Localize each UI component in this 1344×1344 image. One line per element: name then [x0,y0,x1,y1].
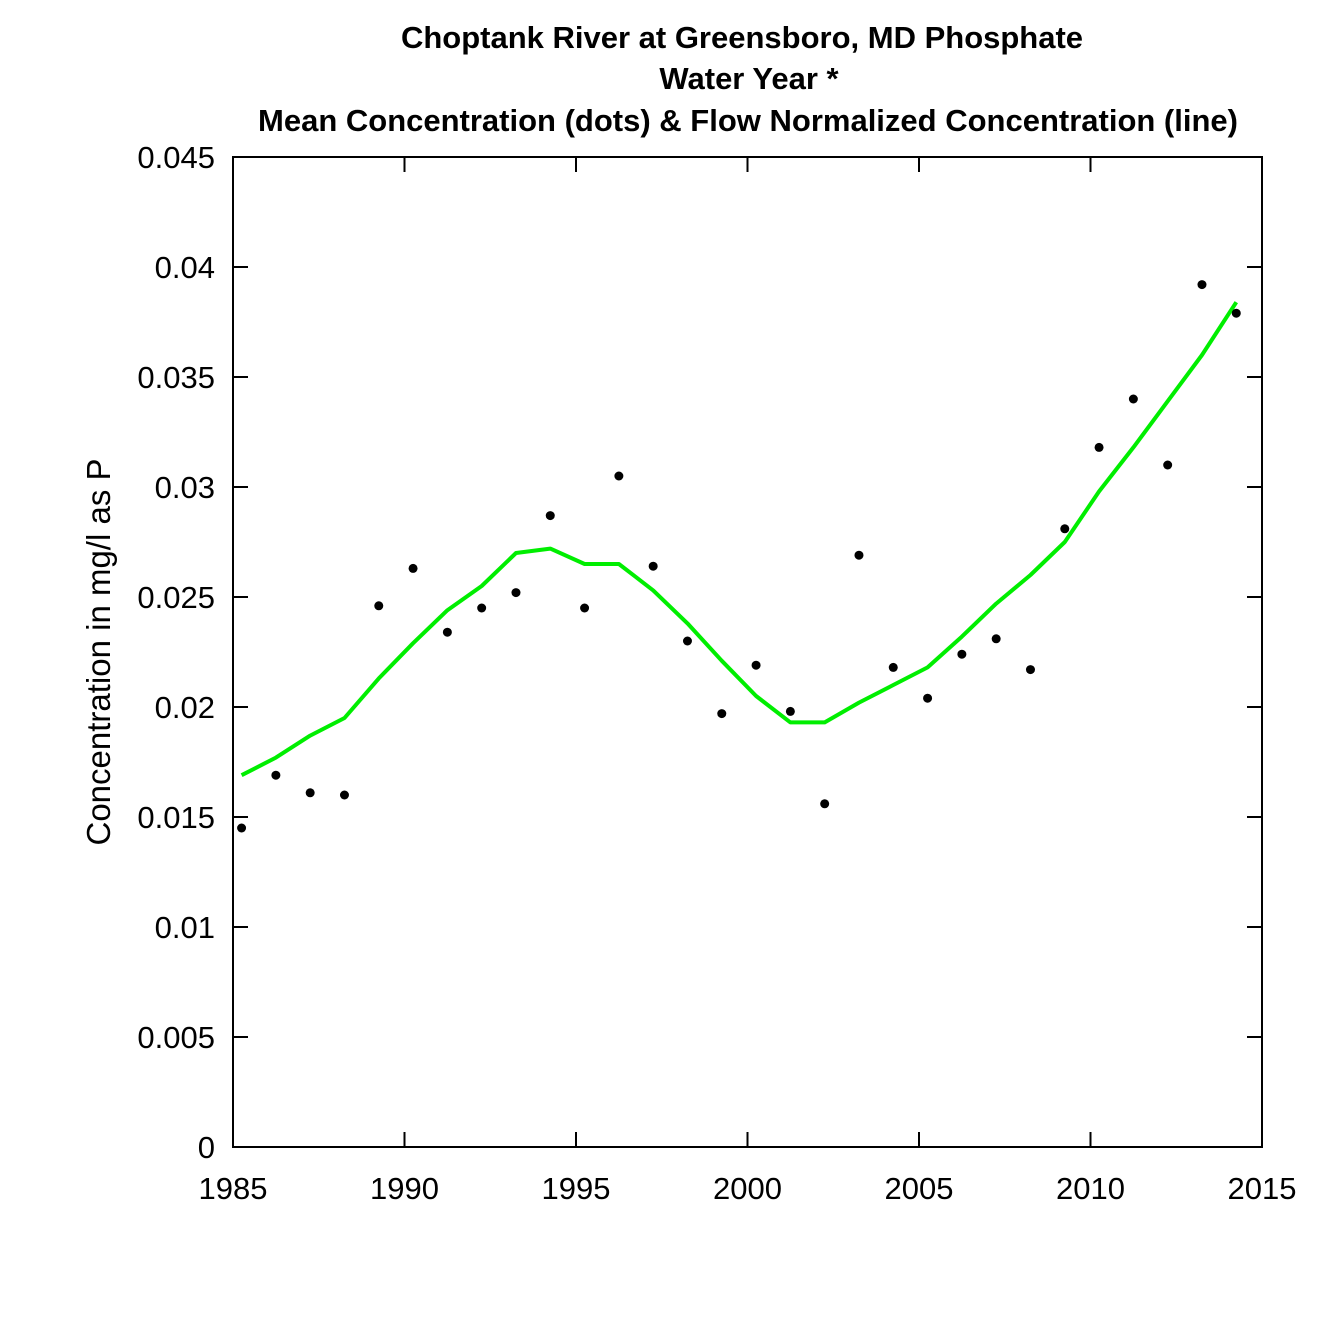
data-point [888,662,898,672]
data-point [1025,665,1035,675]
data-point [820,799,830,809]
data-point [305,788,315,798]
y-tick-label: 0.04 [155,250,215,285]
x-axis: 1985 1990 1995 2000 2005 2010 2015 [199,157,1297,1206]
data-point [991,634,1001,644]
chart-subtitle-2: Mean Concentration (dots) & Flow Normali… [258,103,1238,138]
data-point [648,561,658,571]
data-point [923,693,933,703]
y-tick-label: 0.03 [155,470,215,505]
x-tick-label: 2000 [713,1171,782,1206]
data-point [580,603,590,613]
data-point [957,649,967,659]
chart-subtitle: Water Year * [659,61,839,96]
data-point [271,770,281,780]
data-point [854,550,864,560]
data-point [374,601,384,611]
data-point [237,823,247,833]
y-tick-label: 0.015 [137,800,215,835]
x-tick-label: 1985 [199,1171,268,1206]
data-point [751,660,761,670]
y-axis: 0 0.005 0.01 0.015 0.02 0.025 0.03 0.035 0.04 0.0… [137,140,1262,1165]
data-point [717,709,727,719]
plot-frame [232,156,1263,1148]
data-point [1197,280,1207,290]
data-point [1163,460,1173,470]
data-point [511,588,521,598]
data-point [1094,442,1104,452]
data-point [1128,394,1138,404]
y-tick-label: 0 [198,1130,215,1165]
x-tick-label: 1990 [370,1171,439,1206]
data-point [339,790,349,800]
data-point [442,627,452,637]
y-tick-label: 0.01 [155,910,215,945]
y-tick-label: 0.005 [137,1020,215,1055]
data-point [614,471,624,481]
y-tick-label: 0.035 [137,360,215,395]
data-point [1060,524,1070,534]
data-point [1231,308,1241,318]
flow-normalized-line [240,301,1238,777]
data-point [408,563,418,573]
x-tick-label: 2005 [885,1171,954,1206]
chart-title: Choptank River at Greensboro, MD Phospha… [400,20,1084,55]
x-tick-label: 1995 [542,1171,611,1206]
x-tick-label: 2010 [1056,1171,1125,1206]
y-tick-label: 0.025 [137,580,215,615]
data-point [785,706,795,716]
data-point [477,603,487,613]
y-tick-label: 0.02 [155,690,215,725]
y-axis-title: Concentration in mg/l as P [80,458,117,845]
x-tick-label: 2015 [1228,1171,1297,1206]
data-point [682,636,692,646]
mean-concentration-points [237,280,1241,833]
flow-normalized-polyline [240,301,1238,777]
y-tick-label: 0.045 [137,140,215,175]
data-point [545,511,555,521]
